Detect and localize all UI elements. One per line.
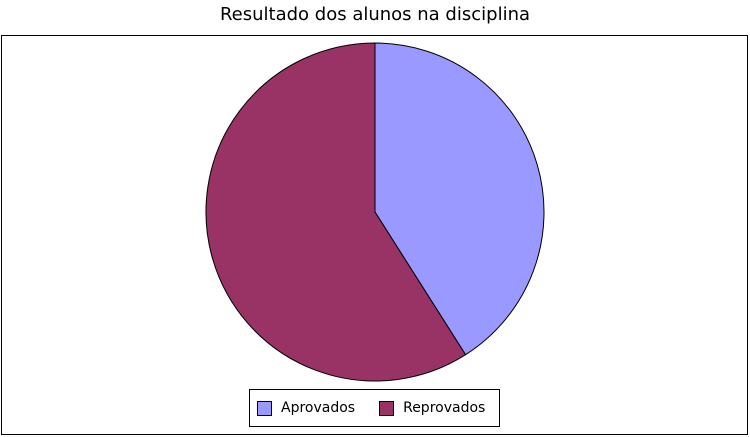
chart-title: Resultado dos alunos na disciplina	[219, 4, 531, 25]
pie-slice-aprovados	[374, 42, 545, 356]
legend-label-aprovados: Aprovados	[281, 400, 356, 416]
legend-label-reprovados: Reprovados	[403, 400, 486, 416]
legend-item-reprovados: Reprovados	[379, 400, 485, 416]
legend-swatch-reprovados	[379, 400, 395, 416]
pie-slice-reprovados	[205, 42, 467, 382]
legend-item-aprovados: Aprovados	[257, 400, 355, 416]
legend-swatch-aprovados	[257, 400, 272, 416]
legend: Aprovados Reprovados	[249, 389, 500, 427]
